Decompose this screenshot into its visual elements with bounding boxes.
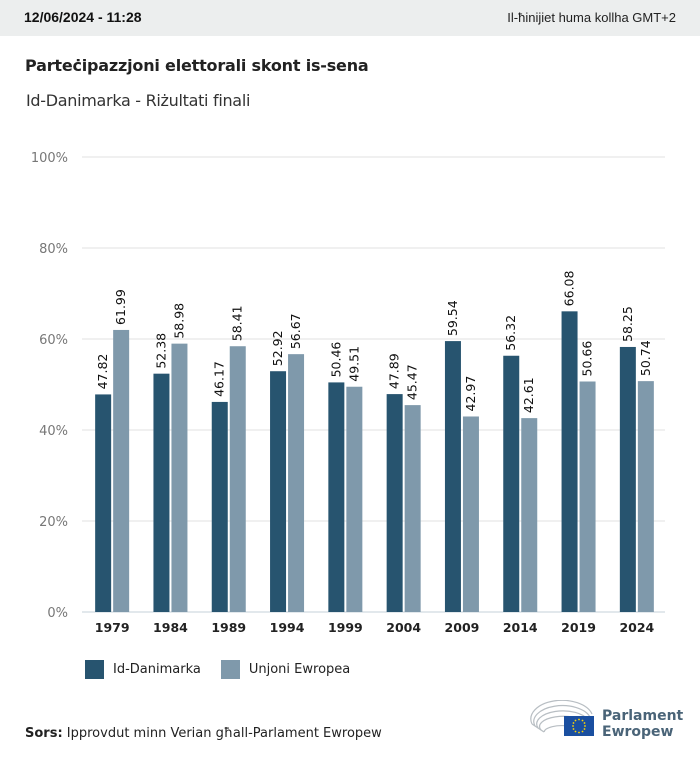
- timezone-note: Il-ħinijiet huma kollha GMT+2: [507, 10, 676, 25]
- legend-label-denmark: Id-Danimarka: [113, 662, 201, 677]
- bar-eu-1984[interactable]: [171, 343, 188, 612]
- data-label: 61.99: [113, 289, 128, 325]
- data-label: 56.32: [503, 315, 518, 351]
- x-tick-label: 2004: [386, 620, 421, 635]
- data-label: 47.89: [387, 353, 402, 389]
- bar-eu-1999[interactable]: [346, 386, 363, 612]
- bar-denmark-1989[interactable]: [211, 401, 228, 612]
- data-label: 52.38: [153, 333, 168, 369]
- source-text: Ipprovdut minn Verian għall-Parlament Ew…: [62, 726, 382, 741]
- bar-eu-2004[interactable]: [404, 405, 421, 612]
- logo-text: Parlament Ewropew: [602, 708, 683, 740]
- eu-flag-icon: [564, 716, 594, 736]
- bar-denmark-2009[interactable]: [444, 341, 461, 612]
- bar-eu-2019[interactable]: [579, 381, 596, 612]
- x-tick-label: 1994: [270, 620, 305, 635]
- legend-swatch-eu: [220, 660, 240, 679]
- source-label: Sors:: [25, 726, 63, 741]
- data-label: 47.82: [95, 354, 110, 390]
- data-label: 50.66: [580, 341, 595, 377]
- data-label: 50.74: [638, 340, 653, 376]
- chart-subtitle: Id-Danimarka - Riżultati finali: [26, 91, 251, 110]
- data-label: 46.17: [212, 361, 227, 397]
- data-label: 49.51: [346, 346, 361, 382]
- bar-eu-2024[interactable]: [637, 381, 654, 612]
- legend-label-eu: Unjoni Ewropea: [248, 662, 351, 677]
- y-tick-label: 0%: [47, 606, 68, 621]
- x-tick-label: 1984: [153, 620, 188, 635]
- legend: Id-Danimarka Unjoni Ewropea: [85, 660, 370, 679]
- logo-text-line1: Parlament: [602, 708, 684, 724]
- bar-denmark-2014[interactable]: [503, 355, 520, 612]
- y-tick-label: 80%: [39, 242, 68, 257]
- label-layer: 0%20%40%60%80%100%47.8261.99197952.3858.…: [31, 151, 655, 635]
- top-bar: 12/06/2024 - 11:28 Il-ħinijiet huma koll…: [0, 0, 700, 36]
- bar-chart: 0%20%40%60%80%100%47.8261.99197952.3858.…: [31, 151, 665, 635]
- legend-item-eu[interactable]: Unjoni Ewropea: [220, 660, 351, 679]
- bar-denmark-1979[interactable]: [95, 394, 112, 612]
- x-tick-label: 2014: [503, 620, 538, 635]
- y-tick-label: 60%: [39, 333, 68, 348]
- bar-eu-1979[interactable]: [113, 329, 130, 612]
- data-label: 58.98: [171, 303, 186, 339]
- logo-text-line2: Ewropew: [602, 724, 674, 740]
- bar-denmark-1984[interactable]: [153, 373, 170, 612]
- data-label: 52.92: [270, 330, 285, 366]
- data-label: 42.97: [463, 376, 478, 412]
- x-tick-label: 2009: [445, 620, 480, 635]
- x-tick-label: 1999: [328, 620, 363, 635]
- y-tick-label: 20%: [39, 515, 68, 530]
- legend-swatch-denmark: [85, 660, 104, 679]
- data-label: 56.67: [288, 313, 303, 349]
- bar-eu-2014[interactable]: [521, 418, 538, 612]
- bar-denmark-2024[interactable]: [619, 346, 636, 612]
- source-note: Sors: Ipprovdut minn Verian għall-Parlam…: [25, 726, 382, 741]
- legend-item-denmark[interactable]: Id-Danimarka: [85, 660, 201, 679]
- y-tick-label: 100%: [31, 151, 68, 166]
- bar-eu-1989[interactable]: [229, 346, 246, 612]
- data-label: 58.41: [230, 305, 245, 341]
- bar-denmark-1999[interactable]: [328, 382, 345, 612]
- bar-eu-2009[interactable]: [462, 416, 479, 612]
- bar-denmark-2019[interactable]: [561, 311, 578, 612]
- european-parliament-logo: Parlament Ewropew: [528, 699, 688, 744]
- bar-eu-1994[interactable]: [288, 354, 305, 612]
- data-label: 45.47: [405, 364, 420, 400]
- data-label: 58.25: [620, 306, 635, 342]
- x-tick-label: 2024: [619, 620, 654, 635]
- data-label: 66.08: [562, 271, 577, 307]
- data-label: 50.46: [328, 342, 343, 378]
- data-label: 59.54: [445, 300, 460, 336]
- x-tick-label: 1989: [211, 620, 246, 635]
- y-tick-label: 40%: [39, 424, 68, 439]
- bar-layer: [95, 311, 654, 612]
- parliament-hemicycle-icon: [530, 699, 594, 736]
- x-tick-label: 2019: [561, 620, 596, 635]
- chart-title: Parteċipazzjoni elettorali skont is-sena: [25, 56, 369, 75]
- x-tick-label: 1979: [95, 620, 130, 635]
- data-label: 42.61: [521, 377, 536, 413]
- bar-denmark-2004[interactable]: [386, 394, 403, 612]
- bar-denmark-1994[interactable]: [270, 371, 287, 612]
- datetime-label: 12/06/2024 - 11:28: [24, 9, 142, 25]
